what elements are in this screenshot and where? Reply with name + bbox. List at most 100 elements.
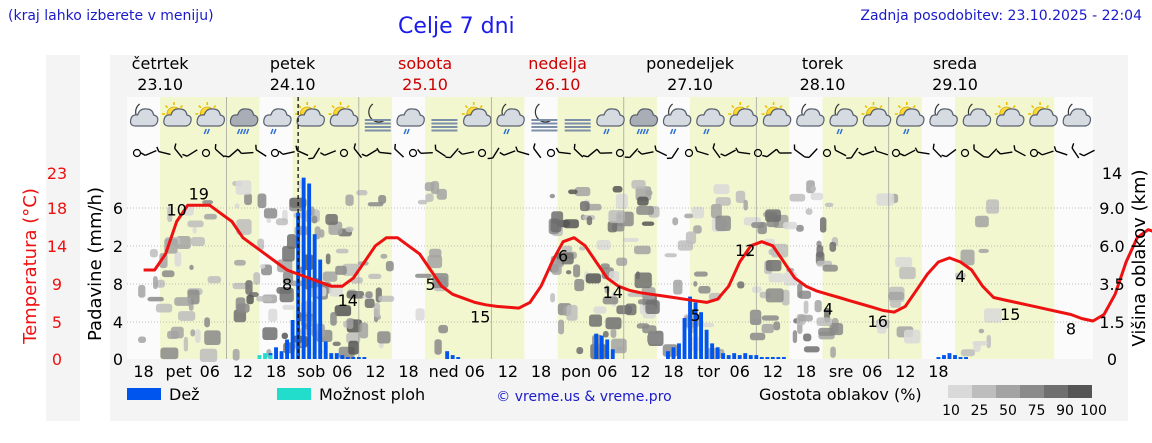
- wind-barb-flag: [694, 146, 698, 152]
- cloud-patch: [602, 296, 619, 305]
- wind-barb-flag: [596, 148, 601, 154]
- cloud-patch: [204, 330, 221, 345]
- rain-drop: [245, 128, 250, 135]
- cloud-patch: [322, 271, 338, 282]
- wind-barb-flag: [173, 143, 177, 149]
- cloud-patch: [735, 190, 746, 204]
- cloud-shape: [463, 108, 492, 127]
- cloud-patch: [417, 199, 428, 205]
- day-name: četrtek: [132, 54, 190, 73]
- sun-cloud-icon: [994, 102, 1025, 127]
- cloud-patch: [899, 266, 916, 280]
- rain-bar: [770, 357, 775, 359]
- rain-bar: [323, 341, 328, 359]
- wind-barb-shaft: [492, 147, 500, 159]
- wind-barb-shaft: [712, 147, 721, 159]
- wind-barb-shaft: [808, 148, 818, 158]
- cloud-patch: [232, 348, 240, 361]
- wind-barb-shaft: [1041, 150, 1054, 156]
- wind-barb-flag: [376, 147, 381, 153]
- cloud-patch: [889, 300, 902, 308]
- storm-legend-swatch: [277, 388, 311, 400]
- cloud-rain-icon: [263, 108, 292, 135]
- day-abbr-label: ned: [429, 362, 459, 381]
- cloud-patch: [335, 248, 349, 254]
- cloud-patch: [781, 289, 790, 306]
- wind-barb-icon: [941, 148, 957, 158]
- wind-barb-shaft: [503, 150, 516, 156]
- wind-barb-icon: [278, 150, 295, 156]
- rain-bar: [274, 347, 278, 359]
- wind-barb-flag: [353, 143, 357, 149]
- cloud-patch: [819, 217, 827, 233]
- temperature-label: 8: [282, 275, 292, 294]
- wind-barb-icon: [458, 150, 475, 155]
- wind-barb-flag: [833, 145, 837, 151]
- rain-bar: [710, 343, 715, 359]
- cloud-patch: [698, 285, 711, 294]
- cloud-patch: [257, 238, 265, 251]
- cloud-patch: [637, 196, 649, 206]
- cloud-patch: [877, 319, 887, 334]
- wind-barb-icon: [361, 149, 378, 157]
- wind-barb-flag: [224, 155, 230, 158]
- temperature-label: 19: [189, 184, 209, 203]
- hour-tick-label: 12: [233, 362, 253, 381]
- cloud-height-tick: 9.0: [1099, 199, 1124, 218]
- rain-bar: [312, 234, 317, 359]
- cloud-patch: [195, 329, 201, 344]
- cloud-patch: [693, 225, 702, 234]
- wind-barb-icon: [712, 143, 721, 159]
- cloud-patch: [647, 333, 662, 344]
- cloud-shape: [229, 108, 259, 127]
- cloud-patch: [576, 346, 584, 355]
- rain-bar: [776, 357, 781, 359]
- wind-barb-flag: [255, 144, 257, 150]
- cloud-shape: [129, 108, 159, 127]
- left-axis-panel: [46, 55, 80, 421]
- cloud-patch: [325, 213, 338, 225]
- wind-barb-icon: [846, 147, 859, 159]
- cloud-shape: [1062, 108, 1092, 127]
- cloud-patch: [438, 324, 449, 334]
- wind-barb-flag: [434, 144, 437, 150]
- wind-barb-shaft: [533, 147, 542, 159]
- wind-barb-icon: [914, 147, 930, 155]
- sun-ray: [331, 104, 335, 109]
- cloud-patch: [346, 318, 354, 330]
- wind-barb-shaft: [296, 149, 309, 157]
- moon-cloud-icon: [796, 103, 825, 127]
- hour-tick-label: 18: [133, 362, 153, 381]
- wind-barb-shaft: [214, 148, 225, 158]
- wind-barb-icon: [140, 150, 157, 156]
- cloud-shape: [196, 108, 226, 127]
- moon-cloud-icon: [929, 103, 958, 127]
- wind-calm-icon: [408, 148, 418, 158]
- rain-drop: [606, 128, 610, 135]
- wind-barb-shaft: [462, 151, 475, 155]
- cloud-patch: [605, 317, 622, 330]
- rain-drop: [603, 128, 607, 135]
- cloud-patch: [434, 339, 442, 355]
- wind-barb-flag: [899, 153, 905, 157]
- cloud-patch: [345, 226, 354, 233]
- wind-barb-flag: [499, 151, 505, 156]
- cloud-patch: [986, 334, 991, 349]
- fog-icon: [564, 119, 591, 132]
- moon-cloud-icon: [129, 103, 159, 127]
- rain-bar: [362, 357, 367, 359]
- rain-bar: [599, 335, 604, 359]
- cloud-patch: [558, 319, 565, 335]
- cloud-patch: [203, 213, 217, 220]
- rain-drop: [636, 128, 641, 135]
- cloud-patch: [693, 271, 708, 277]
- precip-tick: 0: [113, 350, 123, 369]
- cloud-shape: [696, 108, 725, 127]
- cloud-patch: [281, 332, 289, 340]
- cloud-patch: [829, 241, 837, 252]
- cloud-patch: [608, 271, 620, 282]
- cloud-patch: [174, 251, 182, 267]
- wind-barb-shaft: [517, 150, 530, 156]
- rain-bar: [953, 355, 957, 359]
- cloud-patch: [749, 309, 762, 325]
